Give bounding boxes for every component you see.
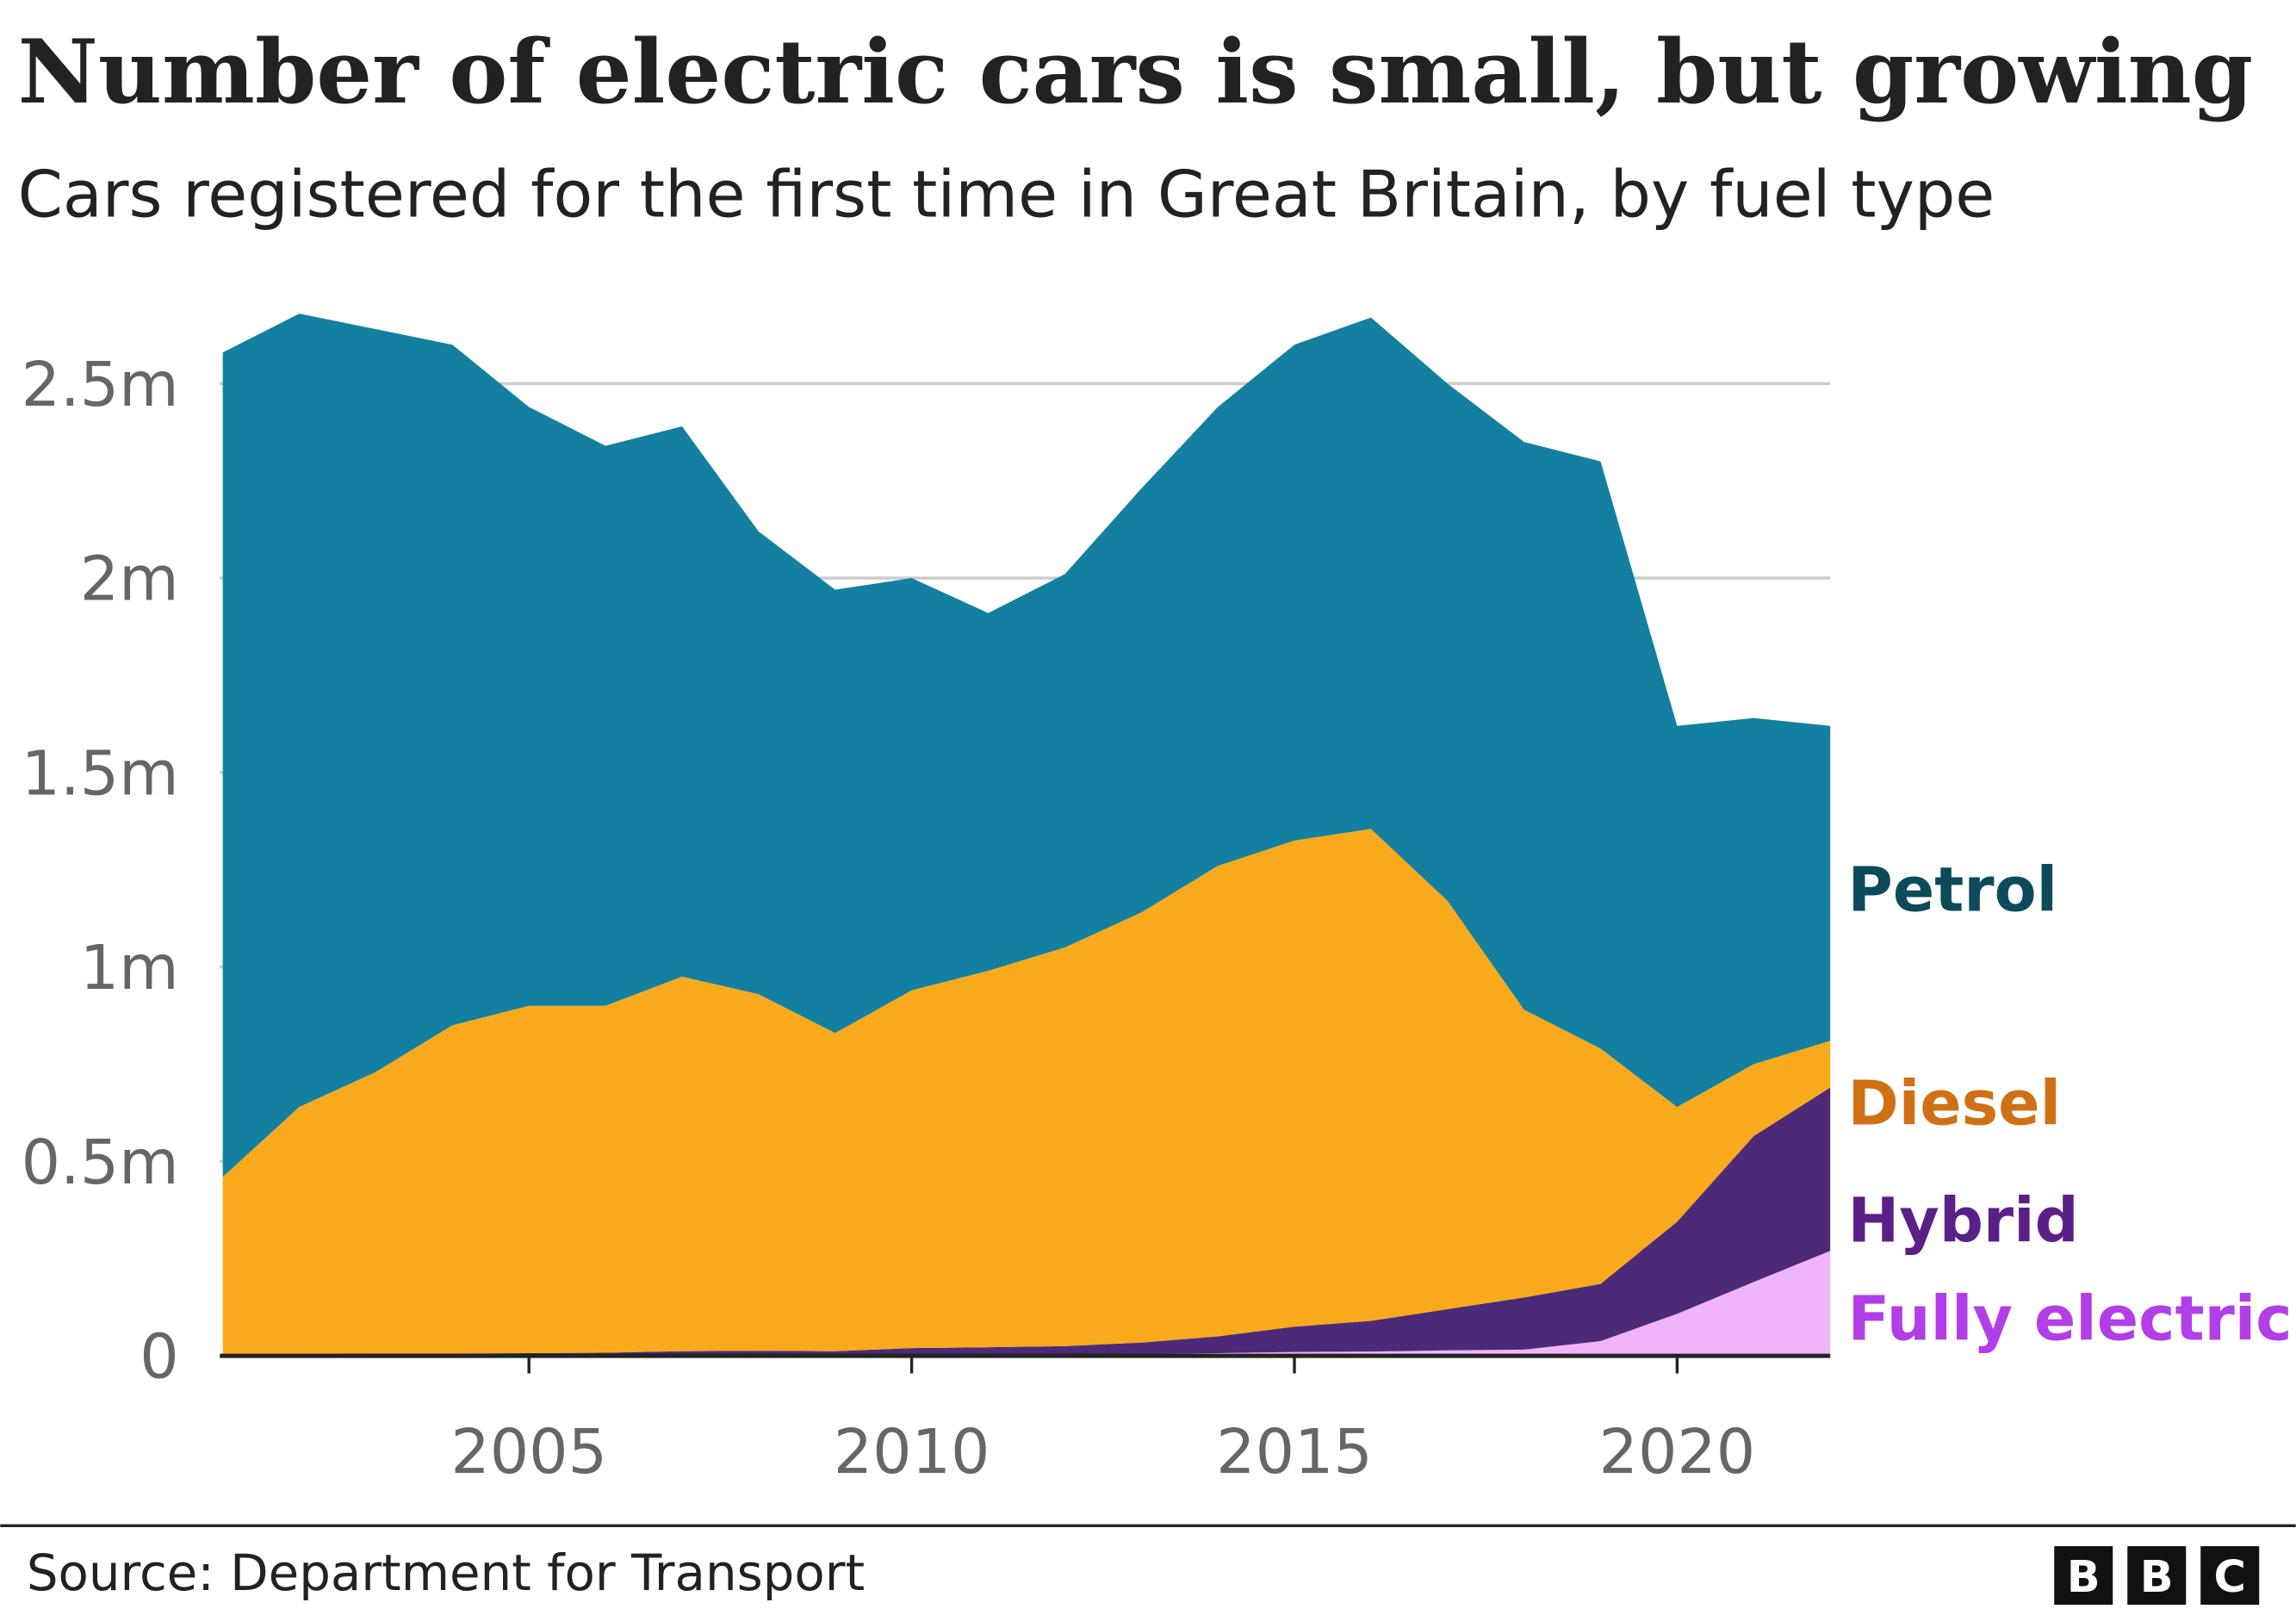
svg-text:C: C bbox=[2214, 1552, 2246, 1603]
chart-subtitle: Cars registered for the first time in Gr… bbox=[18, 158, 1995, 233]
area-fully-electric bbox=[222, 1251, 1831, 1357]
series-label: Fully electric bbox=[1848, 1283, 2293, 1354]
y-tick-label: 0 bbox=[140, 1321, 178, 1393]
area-diesel bbox=[222, 829, 1831, 1354]
series-labels: Fully electric Hybrid Diesel Petrol bbox=[1848, 854, 2293, 1354]
chart-title: Number of electric cars is small, but gr… bbox=[18, 21, 2253, 124]
svg-text:B: B bbox=[2067, 1552, 2101, 1603]
y-tick-label: 0.5m bbox=[22, 1127, 179, 1198]
x-tick-label: 2005 bbox=[450, 1416, 607, 1488]
series-label: Petrol bbox=[1848, 854, 2058, 925]
x-tick-label: 2010 bbox=[834, 1416, 990, 1488]
y-tick-label: 2m bbox=[80, 544, 179, 615]
x-axis: 2005 2010 2015 2020 bbox=[450, 1356, 1755, 1488]
x-tick-label: 2015 bbox=[1216, 1416, 1373, 1488]
y-axis: 0 0.5m 1m 1.5m 2m 2.5m bbox=[22, 349, 179, 1393]
y-tick-label: 1.5m bbox=[22, 737, 179, 809]
bbc-logo: B B C bbox=[2054, 1546, 2260, 1606]
x-tick-label: 2020 bbox=[1599, 1416, 1756, 1488]
y-tick-label: 2.5m bbox=[22, 349, 179, 420]
source-note: Source: Department for Transport bbox=[27, 1544, 865, 1602]
series-label: Diesel bbox=[1848, 1068, 2061, 1140]
series-label: Hybrid bbox=[1848, 1185, 2079, 1257]
svg-text:B: B bbox=[2140, 1552, 2174, 1603]
y-tick-label: 1m bbox=[80, 932, 179, 1003]
stacked-areas bbox=[222, 314, 1831, 1357]
area-petrol bbox=[222, 314, 1831, 1177]
